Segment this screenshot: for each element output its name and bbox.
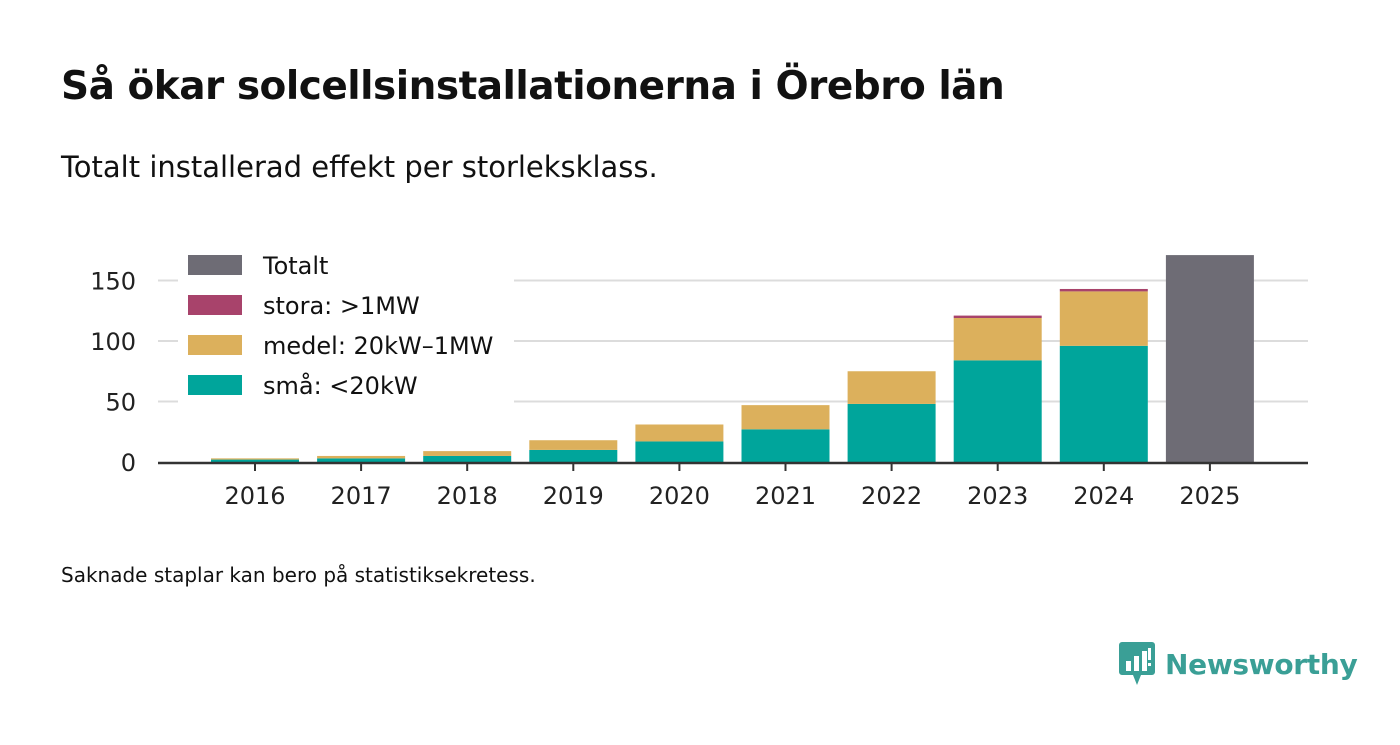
- chart-title: Så ökar solcellsinstallationerna i Örebr…: [61, 64, 1005, 109]
- y-tick-label: 50: [105, 389, 136, 417]
- bar-2016-sma: [211, 459, 299, 462]
- y-tick-label: 0: [121, 449, 136, 477]
- bar-2024-stora: [1059, 288, 1148, 292]
- bar-2024-sma: [1059, 345, 1148, 462]
- legend-swatch: [188, 295, 242, 315]
- stacked-bar-chart: 0 50 100 150 Totalt stora: >1MW medel: 20kW–1…: [90, 246, 1308, 510]
- x-tick-label: 2025: [1179, 482, 1240, 510]
- legend-swatch: [188, 335, 242, 355]
- bar-2018-medel: [423, 451, 512, 456]
- x-tick-label: 2019: [543, 482, 604, 510]
- bar-2023-sma: [953, 360, 1042, 462]
- bars: [211, 255, 1254, 462]
- legend-swatch: [188, 375, 242, 395]
- x-tick-label: 2021: [755, 482, 816, 510]
- bar-2019-medel: [529, 440, 618, 450]
- x-tick-label: 2023: [967, 482, 1028, 510]
- bar-2022-medel: [847, 371, 936, 404]
- bar-2019-sma: [529, 449, 618, 462]
- x-tick-label: 2018: [437, 482, 498, 510]
- legend-label: stora: >1MW: [263, 292, 420, 320]
- footnote: Saknade staplar kan bero på statistiksek…: [61, 563, 536, 587]
- x-axis-ticks: 2016 2017 2018 2019 2020 2021 2022 2023 2024 2025: [224, 463, 1240, 510]
- legend-label: Totalt: [262, 252, 328, 280]
- legend-label: medel: 20kW–1MW: [263, 332, 493, 360]
- bar-2017-sma: [317, 458, 406, 462]
- bar-2020-medel: [635, 424, 724, 442]
- y-tick-label: 150: [90, 268, 136, 296]
- x-tick-label: 2022: [861, 482, 922, 510]
- y-axis-ticks: 0 50 100 150: [90, 268, 136, 478]
- y-tick-label: 100: [90, 328, 136, 356]
- bar-2025-totalt: [1165, 255, 1254, 462]
- legend: Totalt stora: >1MW medel: 20kW–1MW små: <20…: [178, 246, 514, 404]
- newsworthy-logo-icon: [1119, 642, 1155, 685]
- x-tick-label: 2024: [1073, 482, 1134, 510]
- bar-2023-stora: [953, 315, 1042, 319]
- newsworthy-logo[interactable]: Newsworthy: [1119, 642, 1358, 686]
- legend-swatch: [188, 255, 242, 275]
- x-tick-label: 2016: [224, 482, 285, 510]
- bar-2018-sma: [423, 455, 512, 462]
- x-tick-label: 2020: [649, 482, 710, 510]
- bar-2024-medel: [1059, 291, 1148, 346]
- bar-2016-medel: [211, 458, 299, 460]
- bar-2022-sma: [847, 403, 936, 462]
- bar-2021-medel: [741, 405, 830, 430]
- legend-label: små: <20kW: [263, 371, 418, 400]
- bar-2021-sma: [741, 429, 830, 462]
- bar-2020-sma: [635, 441, 724, 462]
- bar-2017-medel: [317, 455, 406, 459]
- newsworthy-logo-text: Newsworthy: [1165, 647, 1358, 681]
- x-tick-label: 2017: [331, 482, 392, 510]
- bar-2023-medel: [953, 318, 1042, 361]
- chart-subtitle: Totalt installerad effekt per storlekskl…: [61, 150, 658, 184]
